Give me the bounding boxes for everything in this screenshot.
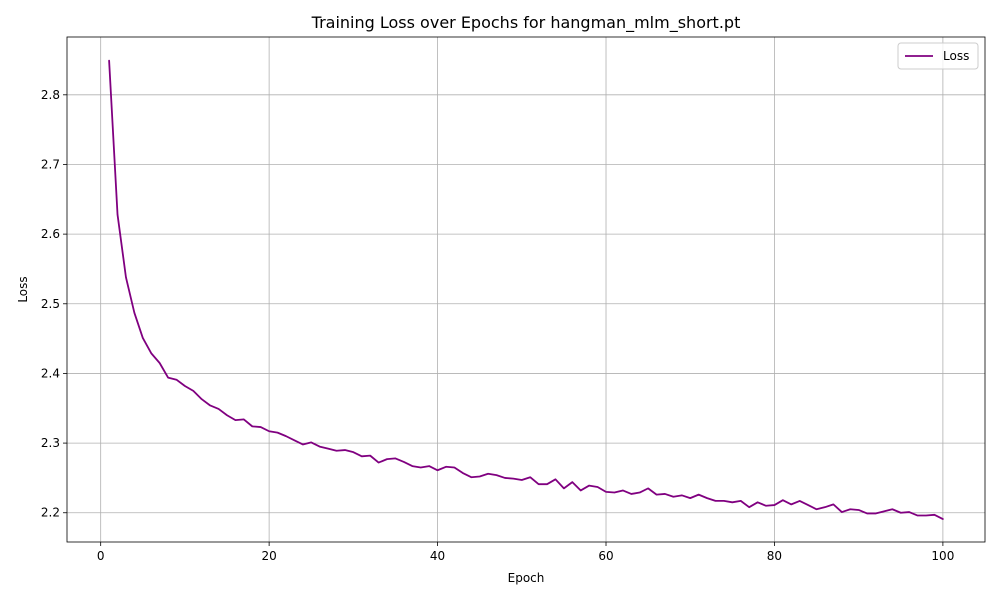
legend-label-loss: Loss [943,49,969,63]
legend: Loss [897,42,979,70]
axis-ticks: 0 20 40 60 80 100 2.2 2.3 2.4 2.5 2.6 2.7 2.8 [41,88,954,563]
x-tick-label: 100 [931,549,954,563]
grid [67,37,985,542]
y-tick-label: 2.2 [41,506,60,520]
plot-area-frame [66,36,986,543]
y-tick-label: 2.3 [41,436,60,450]
x-tick-label: 40 [430,549,445,563]
x-tick-label: 80 [767,549,782,563]
y-tick-label: 2.8 [41,88,60,102]
plot-lines [108,59,944,520]
y-tick-label: 2.6 [41,227,60,241]
x-tick-label: 60 [598,549,613,563]
series-line-loss [108,59,944,520]
x-tick-label: 20 [261,549,276,563]
x-tick-label: 0 [97,549,105,563]
y-axis-label: Loss [16,276,30,302]
y-tick-label: 2.5 [41,297,60,311]
x-axis-label: Epoch [508,571,545,585]
y-tick-label: 2.7 [41,157,60,171]
legend-box [897,42,979,70]
chart-title: Training Loss over Epochs for hangman_ml… [311,13,741,33]
y-tick-label: 2.4 [41,366,60,380]
